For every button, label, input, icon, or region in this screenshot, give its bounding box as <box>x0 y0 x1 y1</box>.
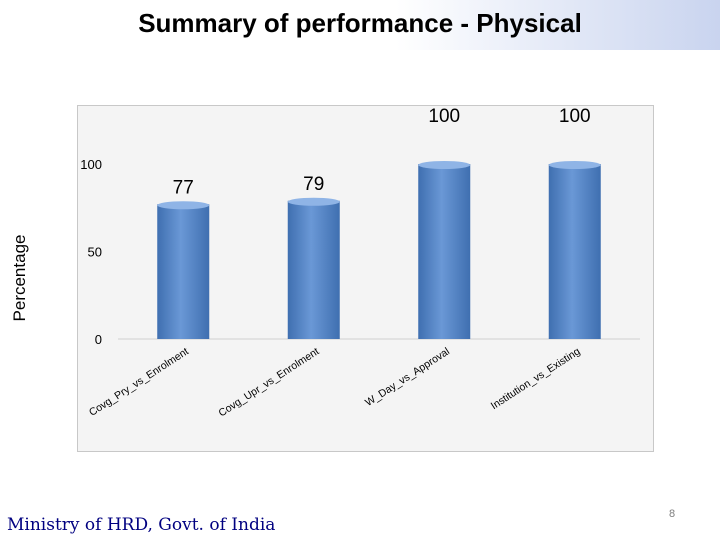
x-tick-label: W_Day_vs_Approval <box>363 345 452 408</box>
y-tick-label: 100 <box>80 157 102 172</box>
data-label: 79 <box>303 174 324 195</box>
bar <box>418 164 471 339</box>
bar-top <box>157 201 210 210</box>
bar-group <box>287 197 340 339</box>
slide-title: Summary of performance - Physical <box>138 8 582 38</box>
bar-top <box>548 161 601 169</box>
bar <box>157 204 210 339</box>
bar-top <box>418 161 471 169</box>
page-number: 8 <box>669 508 676 520</box>
x-tick-label: Institution_vs_Existing <box>489 345 583 412</box>
title-band <box>0 0 720 50</box>
bar <box>548 164 601 339</box>
y-tick-label: 0 <box>95 332 102 347</box>
footer-organization: Ministry of HRD, Govt. of India <box>7 515 276 535</box>
bar <box>287 200 340 339</box>
data-label: 77 <box>173 177 194 198</box>
data-label: 100 <box>559 106 591 127</box>
bar-group <box>548 161 601 339</box>
bar-group <box>157 201 210 339</box>
data-label: 100 <box>428 106 460 127</box>
bar-group <box>418 161 471 339</box>
bar-top <box>287 197 340 206</box>
y-tick-label: 50 <box>88 245 102 260</box>
x-tick-label: Covg_Upr_vs_Enrolment <box>216 345 321 419</box>
x-tick-label: Covg_Pry_vs_Enrolment <box>87 345 191 418</box>
